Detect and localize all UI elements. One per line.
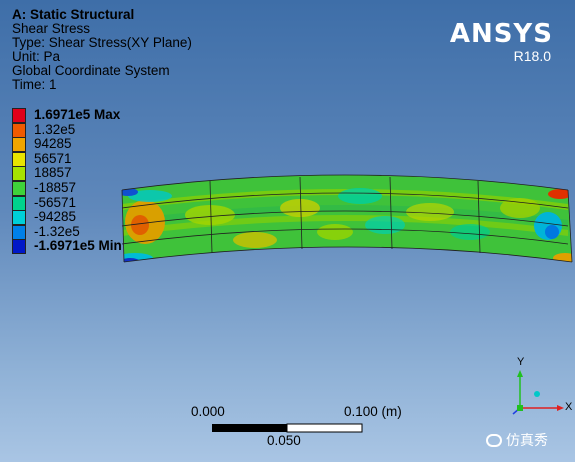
result-info: A: Static Structural Shear Stress Type: …: [12, 8, 192, 92]
legend-label: 1.32e5: [34, 121, 76, 137]
mesh-lines: [121, 174, 573, 263]
legend-swatch: [12, 137, 26, 153]
triad-x-label: X: [565, 401, 573, 413]
result-type: Type: Shear Stress(XY Plane): [12, 35, 192, 50]
watermark-text: 仿真秀: [506, 433, 548, 449]
legend-label: 56571: [34, 150, 72, 166]
result-unit: Unit: Pa: [12, 49, 61, 64]
watermark: 仿真秀: [486, 430, 548, 450]
coordinate-system: Global Coordinate System: [12, 63, 170, 78]
legend-label: -18857: [34, 179, 77, 195]
brand-version: R18.0: [513, 48, 551, 64]
legend-swatch: [12, 224, 26, 240]
coordinate-triad[interactable]: Y X: [505, 356, 575, 422]
legend-label: 18857: [34, 165, 72, 181]
legend-swatch: [12, 166, 26, 182]
legend-swatch: [12, 180, 26, 196]
result-name: Shear Stress: [12, 21, 91, 36]
legend-swatch: [12, 108, 26, 123]
legend-swatch: [12, 210, 26, 226]
wechat-icon: [486, 434, 502, 447]
scale-mid-label: 0.050: [267, 433, 301, 448]
scale-right-label: 0.100 (m): [344, 404, 402, 419]
time-step: Time: 1: [12, 77, 57, 92]
analysis-title: A: Static Structural: [12, 7, 135, 22]
axis-triad-icon: [512, 370, 564, 415]
legend-swatch: [12, 239, 26, 255]
scale-left-label: 0.000: [191, 404, 225, 419]
ansys-logo: ANSYS R18.0: [450, 20, 553, 64]
legend-label: -56571: [34, 194, 77, 210]
legend-max-label: 1.6971e5 Max: [34, 107, 121, 122]
legend-label: -94285: [34, 209, 77, 225]
legend-label: 94285: [34, 136, 72, 152]
legend-label: -1.32e5: [34, 223, 80, 239]
legend-swatch: [12, 122, 26, 138]
triad-y-label: Y: [517, 356, 525, 368]
brand-name: ANSYS: [449, 19, 553, 49]
legend-swatch: [12, 151, 26, 167]
legend-swatch: [12, 195, 26, 211]
legend-min-label: -1.6971e5 Min: [34, 238, 122, 254]
